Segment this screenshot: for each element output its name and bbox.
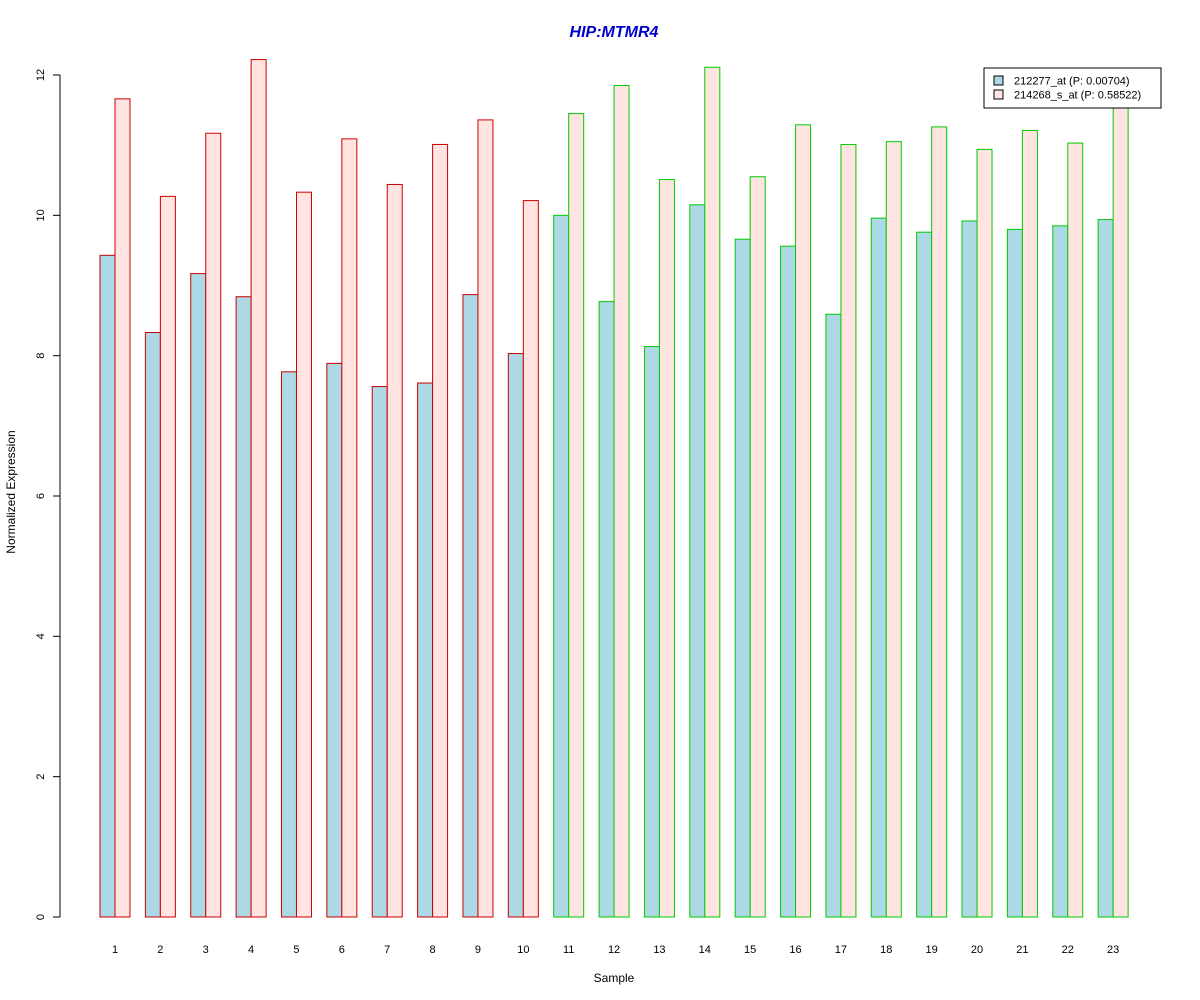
y-axis: 0 2 4 6 8 10 12 [35,69,61,920]
bar-series2-sample-14 [704,66,721,918]
bar-series2-sample-5 [295,191,312,918]
bar-series2-sample-16 [795,124,812,918]
x-tick-label: 17 [835,944,847,956]
bar-series2-sample-17 [840,143,857,918]
x-tick-label: 15 [744,944,756,956]
x-tick-label: 10 [517,944,529,956]
bar-series1-sample-15 [734,238,751,918]
bar-series1-sample-3 [190,273,207,918]
bar-series2-sample-2 [159,195,176,918]
y-tick-label: 0 [35,914,47,920]
bar-series2-sample-6 [341,138,358,918]
x-tick-label: 14 [699,944,711,956]
bars [99,59,1129,918]
x-tick-label: 20 [971,944,983,956]
bar-series2-sample-22 [1067,142,1084,918]
bar-series2-sample-1 [114,98,131,918]
bar-series1-sample-19 [916,231,933,918]
chart-title: HIP:MTMR4 [570,24,659,41]
x-tick-label: 6 [339,944,345,956]
bar-series2-sample-15 [749,176,766,918]
y-tick-label: 2 [35,774,47,780]
bar-series1-sample-20 [961,220,978,918]
x-tick-label: 8 [430,944,436,956]
bar-series2-sample-4 [250,59,267,918]
bar-series1-sample-13 [643,346,660,918]
legend-swatch-series1 [993,75,1004,86]
bar-series2-sample-20 [976,148,993,918]
x-tick-label: 12 [608,944,620,956]
bar-series2-sample-7 [386,183,403,918]
bar-series1-sample-14 [689,204,706,918]
y-tick-label: 8 [35,353,47,359]
x-tick-label: 1 [112,944,118,956]
x-axis-tick-labels: 1 2 3 4 5 6 7 8 9 10 11 12 13 14 15 16 17 18 19 20 21 22 23 [112,944,1119,956]
y-tick-label: 6 [35,493,47,499]
x-tick-label: 7 [384,944,390,956]
bar-series2-sample-8 [432,143,449,918]
bar-series1-sample-2 [144,332,161,918]
bar-series2-sample-19 [931,126,948,918]
bar-series1-sample-5 [280,371,297,918]
bar-series1-sample-10 [507,353,524,918]
x-tick-label: 2 [157,944,163,956]
legend-swatch-series2 [993,89,1004,100]
bar-series1-sample-9 [462,294,479,918]
y-tick-label: 12 [35,69,47,81]
bar-series1-sample-12 [598,301,615,918]
x-tick-label: 21 [1016,944,1028,956]
x-tick-label: 11 [563,944,574,956]
bar-series1-sample-1 [99,254,116,918]
x-tick-label: 5 [293,944,299,956]
bar-series2-sample-21 [1021,129,1038,918]
bar-series1-sample-4 [235,296,252,918]
legend: 212277_at (P: 0.00704) 214268_s_at (P: 0.… [983,67,1162,109]
x-tick-label: 18 [880,944,892,956]
bar-series2-sample-18 [885,141,902,918]
x-axis-label: Sample [594,971,635,985]
bar-series1-sample-21 [1006,228,1023,918]
bar-series1-sample-6 [326,362,343,918]
bar-series2-sample-23 [1112,106,1129,918]
x-tick-label: 9 [475,944,481,956]
x-tick-label: 23 [1107,944,1119,956]
bar-series1-sample-23 [1097,219,1114,918]
x-tick-label: 16 [789,944,801,956]
bar-series2-sample-12 [613,85,630,918]
legend-label-series1: 212277_at (P: 0.00704) [1014,76,1130,88]
legend-box [983,67,1162,109]
bar-series1-sample-7 [371,386,388,918]
bar-series1-sample-22 [1052,225,1069,918]
bar-series2-sample-11 [568,113,585,918]
bar-series2-sample-13 [658,179,675,918]
bar-series1-sample-8 [417,382,434,918]
y-tick-label: 4 [35,633,47,639]
bar-series2-sample-10 [522,200,539,918]
bar-series1-sample-17 [825,313,842,918]
x-tick-label: 4 [248,944,254,956]
bar-series2-sample-3 [205,132,222,918]
x-tick-label: 19 [926,944,938,956]
bar-series2-sample-9 [477,119,494,918]
x-tick-label: 3 [203,944,209,956]
x-tick-label: 13 [653,944,665,956]
x-tick-label: 22 [1062,944,1074,956]
y-tick-label: 10 [35,209,47,221]
bar-series1-sample-16 [780,245,797,918]
bar-series1-sample-18 [870,217,887,918]
legend-label-series2: 214268_s_at (P: 0.58522) [1014,90,1141,102]
y-axis-label: Normalized Expression [4,430,18,553]
bar-series1-sample-11 [553,214,570,918]
